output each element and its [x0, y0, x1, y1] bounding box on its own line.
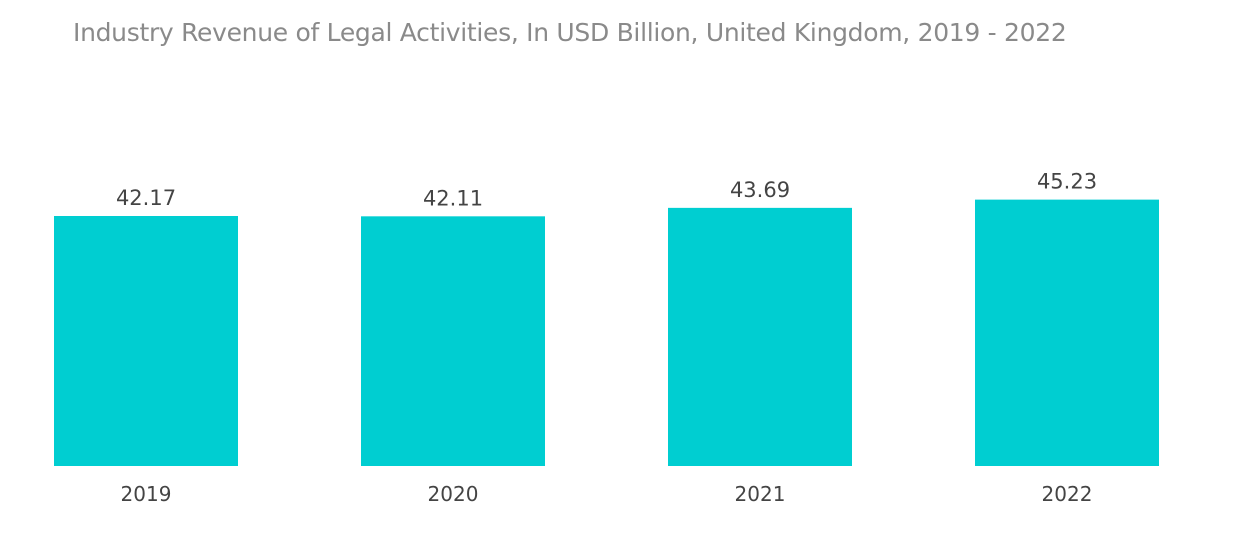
category-label-2019: 2019: [121, 482, 172, 506]
category-label-2022: 2022: [1042, 482, 1093, 506]
value-labels-group: 42.17 42.11 43.69 45.23: [116, 170, 1097, 211]
value-label-2022: 45.23: [1037, 170, 1097, 194]
chart-title: Industry Revenue of Legal Activities, In…: [73, 18, 1067, 47]
value-label-2020: 42.11: [423, 186, 483, 210]
bar-2020: [361, 216, 545, 466]
bar-2019: [54, 216, 238, 466]
value-label-2019: 42.17: [116, 186, 176, 210]
category-label-2021: 2021: [735, 482, 786, 506]
bars-group: [54, 199, 1159, 467]
category-labels-group: 2019 2020 2021 2022: [121, 482, 1093, 506]
value-label-2021: 43.69: [730, 178, 790, 202]
category-label-2020: 2020: [428, 482, 479, 506]
bar-2021: [668, 207, 852, 467]
bar-2022: [975, 199, 1159, 466]
